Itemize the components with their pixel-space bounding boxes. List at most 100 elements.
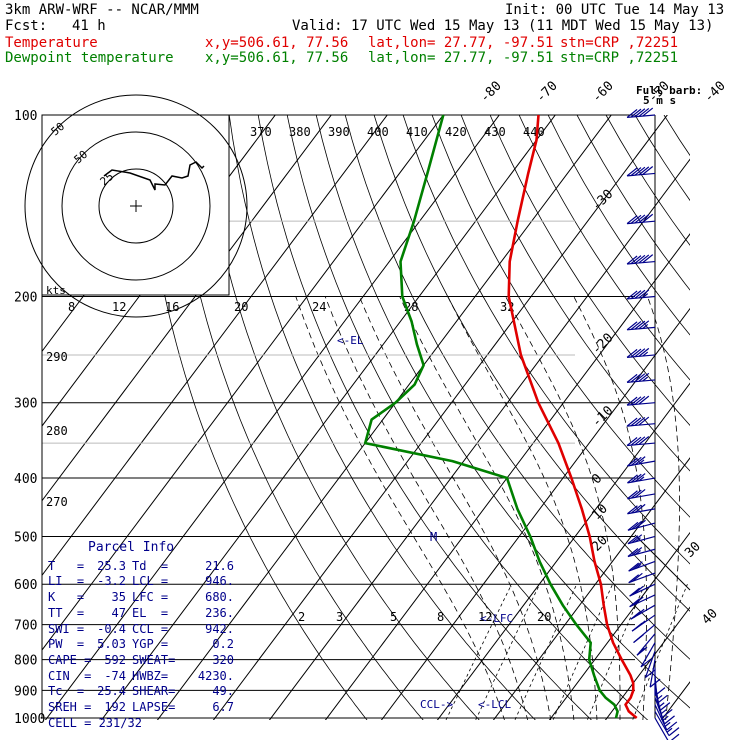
isotherm (380, 307, 690, 720)
wind-barb-half (666, 727, 673, 733)
dry-adiabat (199, 115, 480, 720)
wind-barb-flag (634, 488, 646, 498)
right-temperature-label: 30 (682, 539, 704, 561)
wind-barb (626, 347, 656, 358)
wind-barb-flag (642, 107, 654, 117)
wind-barb (626, 289, 656, 300)
parcel-info-cell: 49. (212, 684, 234, 699)
wind-barb-half (656, 694, 663, 700)
wind-barb-half (664, 721, 671, 727)
top-temperature-label: -60 (589, 79, 616, 106)
mixing-ratio-label: 2 (298, 610, 305, 624)
wind-barb-flag (629, 598, 640, 608)
parcel-info-cell: 192 (104, 700, 126, 715)
barb-legend-line2: 5 m s (643, 94, 676, 107)
dry-adiabat (489, 115, 690, 426)
wind-barb-flag (630, 348, 642, 358)
wind-barb-flag (626, 373, 638, 383)
wind-barb-flag (631, 547, 643, 556)
parcel-info-cell: LI = (48, 574, 85, 589)
wind-barb-flag (638, 416, 650, 426)
parcel-info-cell: YGP = (132, 637, 169, 652)
parcel-info-cell: 942. (205, 621, 234, 636)
wind-barb-flag (631, 572, 643, 582)
isotherm (548, 531, 690, 720)
wind-barb-flag (654, 687, 666, 697)
parcel-info-cell: T = (48, 558, 85, 573)
wind-barb-flag (634, 166, 646, 176)
wind-barb-flag (634, 395, 646, 405)
dry-adiabat (228, 115, 536, 720)
wind-barb-half (660, 709, 667, 715)
pressure-tick-label: 700 (14, 619, 37, 634)
dry-adiabat (693, 115, 740, 731)
parcel-info-cell: CIN = (48, 668, 92, 683)
wind-barb-flag (638, 320, 650, 330)
isotherm (42, 115, 388, 577)
isotherm (212, 115, 668, 720)
wind-barb (654, 717, 680, 740)
wind-barb-flag (628, 562, 640, 572)
isotherm (324, 233, 690, 720)
wind-barb (630, 604, 656, 620)
dry-adiabat (722, 115, 740, 731)
wind-barb (631, 614, 656, 632)
wind-barb (626, 395, 656, 406)
wind-barb-flag (634, 373, 646, 383)
wind-barb-flag (634, 108, 646, 118)
wind-barb-flag (626, 167, 638, 177)
right-temperature-label: 10 (589, 501, 611, 523)
lcl-marker: <-LCL (478, 698, 511, 711)
theta-label: 400 (367, 125, 389, 139)
wind-barb-flag (657, 694, 668, 704)
wind-barb-flag (626, 396, 638, 406)
wind-barb-shaft (654, 697, 666, 725)
dewpoint-legend: Dewpoint temperature (5, 50, 174, 66)
wind-barb-flag (628, 574, 640, 584)
wind-barb-flag (626, 437, 638, 446)
wind-barb-flag (629, 587, 640, 597)
parcel-info-cell: 6.7 (212, 700, 234, 715)
dry-adiabat (344, 115, 690, 660)
parcel-info-cell: -0.4 (97, 621, 126, 636)
corner-edge (634, 534, 691, 591)
wind-barb (626, 416, 656, 427)
dry-adiabat (547, 115, 690, 336)
pressure-tick-label: 1000 (14, 712, 45, 727)
wind-barb-half (635, 563, 642, 569)
top-temperature-label: -80 (477, 79, 504, 106)
parcel-info-cell: LCL = (132, 574, 169, 589)
parcel-info-cell: SHEAR= (132, 684, 176, 699)
hodograph-units: kts (46, 284, 66, 297)
wind-barb (633, 624, 656, 644)
mixing-ratio-line (632, 584, 688, 720)
theta-label: 440 (523, 125, 545, 139)
wind-barb-half (642, 293, 649, 299)
wind-barb (654, 711, 680, 737)
wind-barb (628, 560, 656, 572)
moist-adiabat (399, 296, 575, 720)
wind-barb-flag (633, 608, 645, 618)
wind-barb (626, 166, 656, 177)
wind-barb (654, 704, 678, 731)
parcel-info-row: SREH = 192 LAPSE= 6.7 (48, 700, 248, 716)
isotherm (604, 606, 690, 720)
wind-barb-flag (635, 519, 646, 529)
theta-left-label: 270 (46, 495, 68, 509)
wind-barb-flag (659, 702, 671, 712)
parcel-info-cell: 25.4 (97, 684, 126, 699)
pressure-tick-label: 600 (14, 578, 37, 593)
theta-label: 430 (484, 125, 506, 139)
isotherm (42, 115, 332, 502)
parcel-info-cell: LAPSE= (132, 700, 176, 715)
dry-adiabat (257, 115, 592, 720)
moist-adiabat (359, 296, 552, 720)
dewpoint-latlon: lat,lon= 27.77, -97.51 (368, 50, 554, 66)
wind-barb-flag (638, 166, 650, 176)
wind-barb-flag (634, 416, 646, 426)
wind-barb-flag (627, 521, 639, 531)
dry-adiabat (286, 115, 649, 720)
theta-label: 370 (250, 125, 272, 139)
wind-barb-flag (630, 456, 642, 466)
